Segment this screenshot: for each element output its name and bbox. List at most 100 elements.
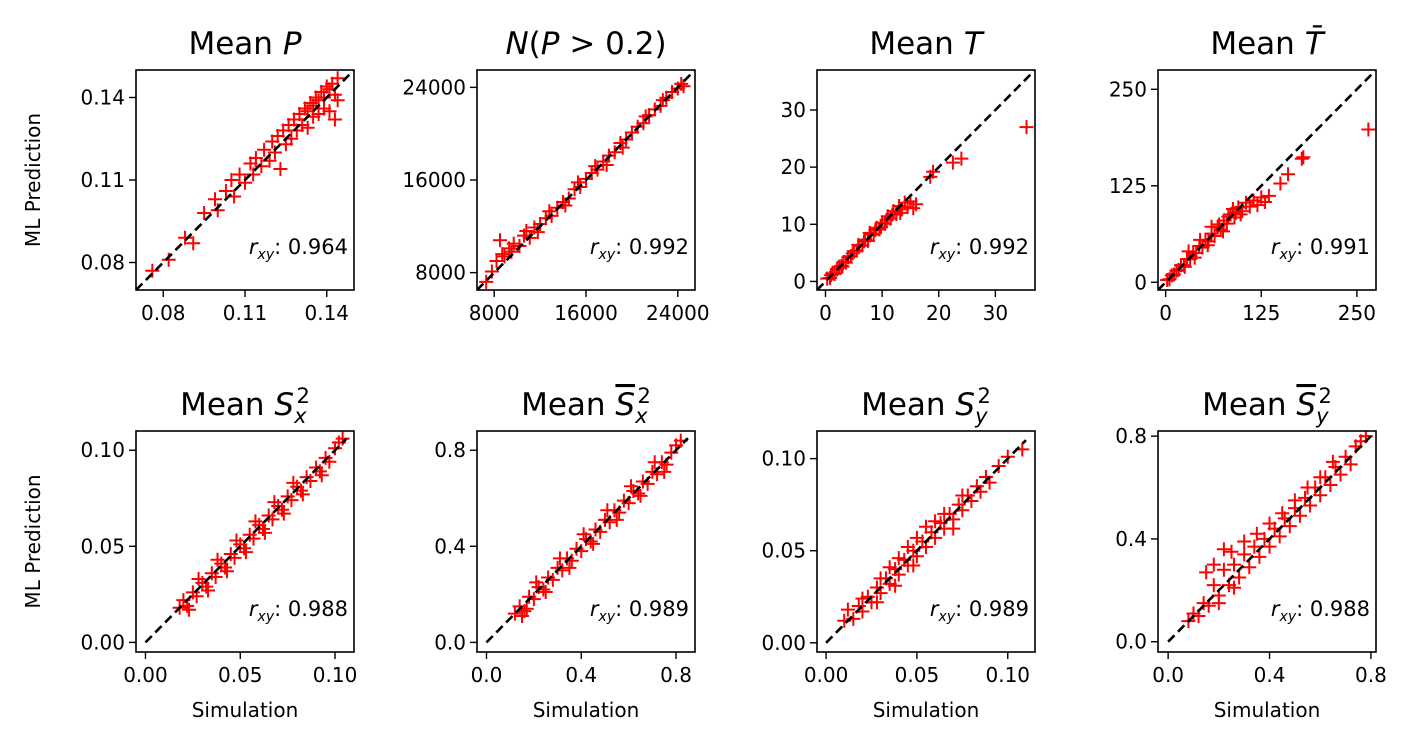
data-point <box>655 93 670 108</box>
data-point <box>1199 565 1214 580</box>
data-point <box>145 263 160 278</box>
data-point <box>1282 519 1297 534</box>
data-point <box>1292 508 1307 523</box>
identity-line <box>144 437 348 644</box>
data-point <box>533 217 548 231</box>
correlation-label: rxy: 0.992 <box>590 235 689 263</box>
data-point <box>219 564 234 579</box>
data-point <box>538 584 553 599</box>
axes-frame <box>135 430 355 653</box>
data-point <box>197 206 212 220</box>
data-point <box>954 151 969 166</box>
data-point <box>900 540 915 555</box>
data-point <box>845 246 860 261</box>
data-point <box>937 506 952 521</box>
data-point <box>186 236 201 251</box>
data-point <box>1262 516 1277 531</box>
data-point <box>576 527 591 542</box>
data-point <box>1325 454 1340 469</box>
identity-line <box>825 439 1027 644</box>
data-point <box>633 488 648 503</box>
y-tick-label: 0.11 <box>80 168 125 192</box>
data-point <box>1333 467 1348 482</box>
data-point <box>1249 526 1264 541</box>
x-tick-label: 0.05 <box>218 663 263 687</box>
identity-line <box>1167 435 1372 643</box>
axes-frame <box>1157 69 1377 291</box>
plot-area <box>817 70 1035 290</box>
data-point <box>295 487 310 502</box>
data-point <box>300 120 315 135</box>
y-tick-label: 0.05 <box>80 534 125 558</box>
data-point <box>210 203 225 218</box>
data-point <box>1247 539 1262 554</box>
data-point <box>840 602 855 617</box>
data-point <box>191 571 206 586</box>
data-point <box>624 479 639 494</box>
identity-line <box>477 70 695 290</box>
data-point <box>204 566 219 581</box>
data-point <box>1261 188 1276 203</box>
x-tick-label: 0.0 <box>471 663 503 687</box>
axes-frame <box>1157 430 1377 653</box>
subplot-title: Mean T <box>869 26 984 62</box>
data-point <box>1221 209 1236 224</box>
data-point <box>946 521 961 536</box>
data-point <box>552 551 567 566</box>
y-tick-label: 30 <box>781 98 806 122</box>
axes-frame <box>476 430 696 653</box>
data-point <box>489 254 504 269</box>
x-tick-label: 0.0 <box>1152 663 1184 687</box>
subplot-title: Mean Sy2 <box>861 384 991 428</box>
y-axis-label: ML Prediction <box>21 113 45 247</box>
subplot-6: 0.0 0.4 0.8 0.0 0.4 0.8 Mean Sx2 rxy: 0.989 Simu… <box>434 384 696 722</box>
x-tick-label: 0 <box>819 301 832 325</box>
data-point <box>556 195 571 209</box>
data-point <box>1242 560 1257 575</box>
y-tick-label: 0.4 <box>1115 527 1147 551</box>
data-point <box>586 536 601 551</box>
data-point <box>299 470 314 485</box>
plot-area <box>1167 431 1373 643</box>
x-tick-label: 8000 <box>469 301 520 325</box>
subplot-2: 8000 16000 24000 8000 16000 24000 N(P > 0.2) rx… <box>402 26 709 325</box>
identity-line <box>485 437 689 644</box>
subplot-7: 0.00 0.05 0.10 0.00 0.05 0.10 Mean Sy2 rxy: 0.9… <box>761 384 1036 722</box>
data-point <box>856 234 871 249</box>
data-point <box>1275 506 1290 521</box>
data-point <box>538 211 553 226</box>
data-point <box>182 602 197 617</box>
y-tick-label: 24000 <box>402 75 466 99</box>
data-point <box>314 468 329 483</box>
data-point <box>254 159 269 174</box>
y-tick-label: 0.0 <box>1115 630 1147 654</box>
data-point <box>1313 470 1328 485</box>
plot-area <box>825 439 1030 644</box>
y-tick-label: 0.10 <box>761 447 806 471</box>
data-point <box>1300 480 1315 495</box>
x-tick-label: 0.00 <box>123 663 168 687</box>
correlation-label: rxy: 0.964 <box>249 235 348 263</box>
x-axis-label: Simulation <box>533 698 640 722</box>
data-point <box>562 560 577 575</box>
x-axis-label: Simulation <box>192 698 299 722</box>
y-tick-label: 0 <box>793 269 806 293</box>
data-point <box>238 545 253 560</box>
data-point <box>600 503 615 518</box>
subplot-4: 0 125 250 0 125 250 Mean T̄ rxy: 0.991 <box>1109 25 1377 325</box>
y-tick-label: 0 <box>1134 270 1147 294</box>
data-point <box>991 458 1006 473</box>
data-point <box>835 259 850 274</box>
y-axis-label: ML Prediction <box>21 474 45 608</box>
data-point <box>1232 570 1247 585</box>
data-point <box>609 512 624 527</box>
data-point <box>584 166 599 181</box>
data-point <box>855 591 870 606</box>
data-point <box>567 182 582 197</box>
subplot-title: Mean P <box>188 26 301 62</box>
data-point <box>888 578 903 593</box>
data-point <box>267 495 282 510</box>
y-tick-label: 125 <box>1109 174 1147 198</box>
x-tick-label: 0.4 <box>1254 663 1286 687</box>
data-point <box>276 506 291 521</box>
